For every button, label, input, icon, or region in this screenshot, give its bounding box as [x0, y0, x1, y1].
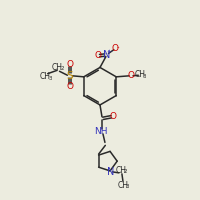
Text: NH: NH: [94, 127, 108, 136]
Text: O: O: [66, 60, 73, 69]
Text: CH: CH: [116, 166, 127, 175]
Text: 2: 2: [124, 169, 128, 174]
Text: CH: CH: [118, 181, 129, 190]
Text: N: N: [107, 167, 115, 177]
Text: O: O: [128, 71, 135, 80]
Text: O: O: [66, 82, 73, 91]
Text: 3: 3: [126, 184, 130, 189]
Text: N: N: [103, 50, 111, 60]
Text: 3: 3: [48, 76, 52, 81]
Text: 2: 2: [61, 66, 64, 71]
Text: +: +: [107, 49, 112, 54]
Text: O: O: [109, 112, 116, 121]
Text: CH: CH: [40, 72, 51, 81]
Text: O: O: [95, 51, 102, 60]
Text: -: -: [117, 44, 119, 50]
Text: CH: CH: [52, 63, 63, 72]
Text: CH: CH: [134, 70, 145, 79]
Text: O: O: [111, 44, 118, 53]
Text: S: S: [67, 71, 73, 81]
Text: 3: 3: [143, 74, 146, 79]
